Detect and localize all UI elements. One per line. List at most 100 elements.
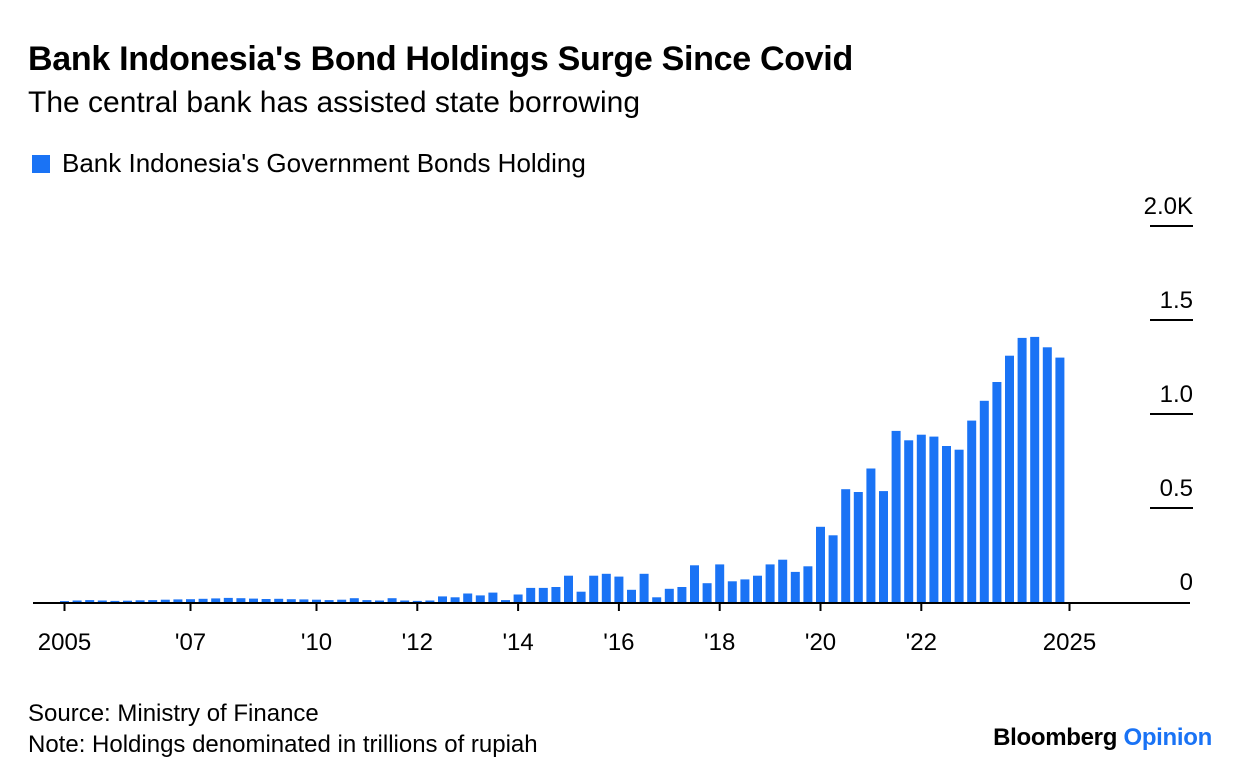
bar xyxy=(891,430,901,602)
bar xyxy=(425,600,435,602)
bar xyxy=(261,599,271,602)
x-tick-label: '22 xyxy=(906,629,937,656)
bar xyxy=(727,581,737,602)
x-tick-label: '14 xyxy=(502,629,533,656)
x-tick-label: '16 xyxy=(603,629,634,656)
bar xyxy=(463,593,473,602)
bar xyxy=(538,587,548,602)
bar xyxy=(387,598,397,602)
bar xyxy=(841,489,851,602)
bar xyxy=(828,535,838,602)
x-tick-label: '10 xyxy=(301,629,332,656)
bar xyxy=(576,591,586,602)
bar xyxy=(513,594,523,602)
bar xyxy=(488,592,498,602)
bar xyxy=(412,600,422,602)
brand-suffix: Opinion xyxy=(1123,724,1212,751)
x-tick-label: 2005 xyxy=(38,629,91,656)
x-tick-label: '12 xyxy=(402,629,433,656)
bar xyxy=(866,468,876,602)
y-tick-label: 0.5 xyxy=(1160,475,1193,502)
bar xyxy=(639,573,649,602)
footer: Source: Ministry of Finance Note: Holdin… xyxy=(28,698,538,760)
brand-logo: Bloomberg Opinion xyxy=(993,724,1212,752)
bar xyxy=(526,587,536,602)
bar xyxy=(979,400,989,602)
y-axis: 0 0.5 1.0 1.5 2.0K xyxy=(1144,193,1193,596)
bar xyxy=(186,599,195,602)
chart-subtitle: The central bank has assisted state borr… xyxy=(28,86,640,119)
bars-group xyxy=(60,336,1065,602)
bar xyxy=(1030,336,1040,602)
bar xyxy=(753,575,762,602)
bar xyxy=(85,600,95,602)
bar xyxy=(916,434,926,602)
bar xyxy=(1042,347,1052,602)
bar xyxy=(816,526,825,602)
bar xyxy=(564,575,573,602)
bar xyxy=(677,587,687,602)
bar xyxy=(601,573,611,602)
bar xyxy=(702,583,712,602)
bar xyxy=(110,600,120,602)
bar xyxy=(362,600,372,602)
legend-swatch xyxy=(32,154,50,173)
bar xyxy=(627,589,636,602)
units-note: Note: Holdings denominated in trillions … xyxy=(28,731,538,758)
x-tick-label: '07 xyxy=(175,629,206,656)
bar xyxy=(375,600,384,602)
bar xyxy=(790,571,800,602)
bar xyxy=(160,599,170,602)
bar xyxy=(299,599,309,602)
y-tick-label: 2.0K xyxy=(1144,193,1193,220)
y-tick-label: 0 xyxy=(1180,569,1193,596)
bar xyxy=(664,588,674,602)
bar xyxy=(967,420,977,602)
bar xyxy=(324,600,334,602)
bar xyxy=(652,597,662,602)
bar xyxy=(1055,357,1065,602)
bar xyxy=(715,564,725,602)
x-tick-label: '18 xyxy=(704,629,735,656)
bar xyxy=(1005,355,1014,602)
bar xyxy=(274,598,284,602)
bar xyxy=(954,449,964,602)
bar xyxy=(904,440,914,602)
bar xyxy=(778,559,788,602)
bar xyxy=(803,566,813,602)
bar xyxy=(123,600,132,602)
x-tick-label: '20 xyxy=(805,629,836,656)
bar xyxy=(551,587,561,602)
y-tick-label: 1.0 xyxy=(1160,381,1193,408)
legend: Bank Indonesia's Government Bonds Holdin… xyxy=(32,148,586,179)
bar xyxy=(501,600,510,602)
bar xyxy=(475,595,485,602)
x-axis: 2005 '07 '10 '12 '14 '16 '18 '20 '22 2025 xyxy=(33,602,1190,656)
bar xyxy=(349,598,359,602)
bar xyxy=(765,564,775,602)
source-note: Source: Ministry of Finance xyxy=(28,700,319,727)
y-tick-label: 1.5 xyxy=(1160,287,1193,314)
bar xyxy=(97,600,107,602)
bar xyxy=(286,599,296,602)
bar xyxy=(690,565,699,602)
bar xyxy=(60,601,69,602)
bar xyxy=(853,492,863,602)
bar xyxy=(223,597,233,602)
x-tick-label: 2025 xyxy=(1043,629,1096,656)
bar xyxy=(72,600,82,602)
bar xyxy=(148,600,158,602)
bar xyxy=(942,446,951,602)
brand-name: Bloomberg xyxy=(993,724,1118,751)
legend-label: Bank Indonesia's Government Bonds Holdin… xyxy=(62,148,586,178)
bar xyxy=(249,598,258,602)
bar xyxy=(236,598,246,602)
bar xyxy=(173,599,183,602)
bar xyxy=(879,491,888,602)
bar xyxy=(211,598,221,602)
bar xyxy=(198,598,208,602)
bar xyxy=(337,599,347,602)
bar xyxy=(312,599,321,602)
bar xyxy=(589,575,599,602)
bar xyxy=(450,597,460,602)
